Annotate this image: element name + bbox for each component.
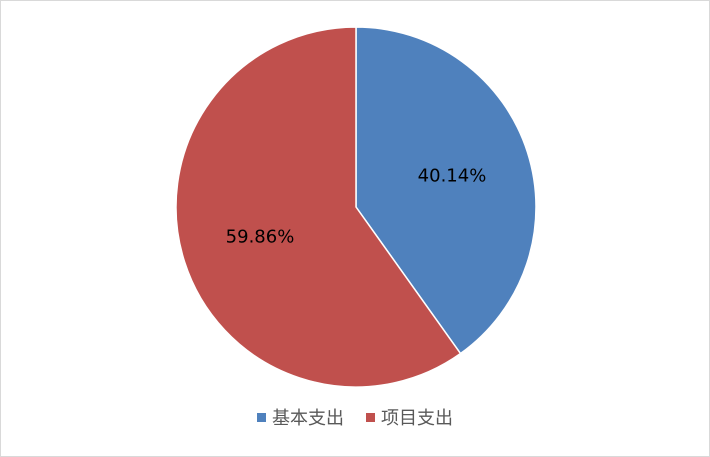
- legend-label-project: 项目支出: [381, 408, 453, 429]
- legend-swatch-basic: [257, 412, 266, 422]
- pie-slice-project: [175, 26, 462, 388]
- legend-item-basic: 基本支出: [257, 404, 344, 430]
- data-label-project: 59.86%: [226, 227, 295, 248]
- pie-chart: 40.14% 59.86%: [175, 26, 537, 388]
- legend: 基本支出 项目支出: [0, 404, 710, 430]
- pie-slice-basic: [355, 26, 537, 355]
- legend-swatch-project: [366, 412, 375, 422]
- data-label-basic: 40.14%: [418, 165, 487, 186]
- legend-item-project: 项目支出: [366, 404, 453, 430]
- legend-label-basic: 基本支出: [272, 408, 344, 429]
